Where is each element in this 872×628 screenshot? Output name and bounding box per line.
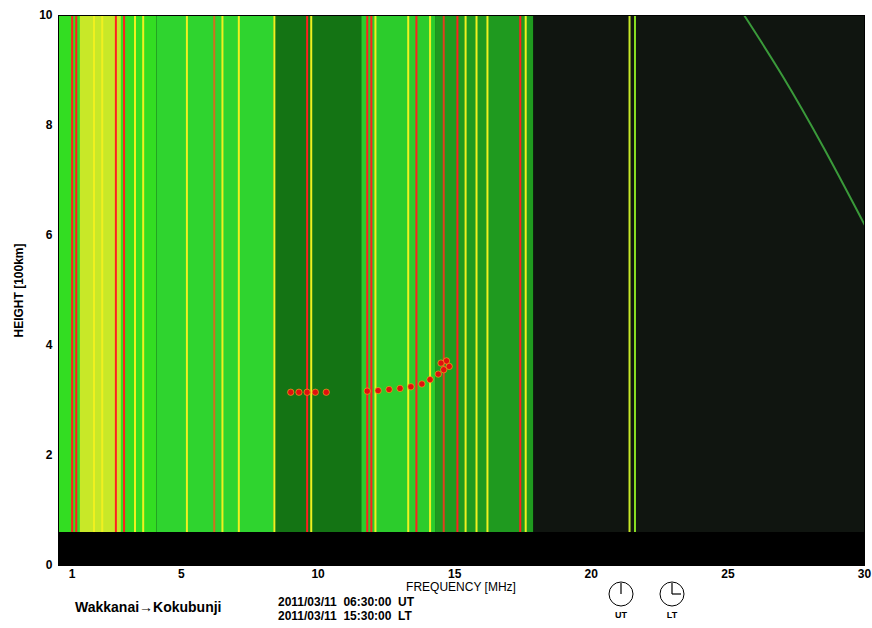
svg-text:0: 0 — [46, 558, 53, 572]
html-text:FREQUENCY [MHz]: FREQUENCY [MHz] — [406, 580, 516, 594]
svg-text:10: 10 — [311, 567, 325, 581]
svg-text:1: 1 — [69, 567, 76, 581]
svg-text:25: 25 — [721, 567, 735, 581]
svg-text:20: 20 — [585, 567, 599, 581]
html-text:Wakkanai→Kokubunji: Wakkanai→Kokubunji — [75, 599, 222, 615]
html-text:2011/03/11 15:30:00 LT: 2011/03/11 15:30:00 LT — [278, 609, 412, 623]
svg-text:8: 8 — [46, 118, 53, 132]
svg-text:2: 2 — [46, 448, 53, 462]
svg-text:HEIGHT [100km]: HEIGHT [100km] — [12, 243, 26, 337]
svg-text:15: 15 — [448, 567, 462, 581]
html-text:UT: UT — [615, 610, 627, 620]
svg-text:30: 30 — [858, 567, 872, 581]
svg-text:6: 6 — [46, 228, 53, 242]
svg-text:4: 4 — [46, 338, 53, 352]
html-text:2011/03/11 06:30:00 UT: 2011/03/11 06:30:00 UT — [278, 595, 415, 609]
svg-text:10: 10 — [39, 8, 53, 22]
svg-text:5: 5 — [178, 567, 185, 581]
html-text:LT: LT — [666, 610, 678, 620]
